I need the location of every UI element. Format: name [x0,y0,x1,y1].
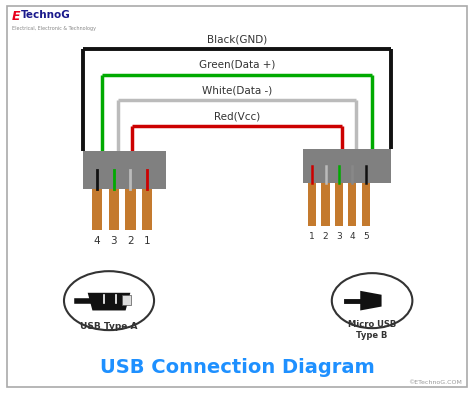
Bar [362,183,370,226]
Text: 2: 2 [323,232,328,241]
Text: Green(Data +): Green(Data +) [199,60,275,70]
Text: 5: 5 [363,232,369,241]
Text: 4: 4 [94,236,100,246]
Text: E: E [12,10,20,23]
Ellipse shape [332,273,412,328]
Text: 3: 3 [336,232,342,241]
Text: Micro USB
Type B: Micro USB Type B [348,320,396,340]
Bar [348,183,356,226]
Bar [109,189,119,230]
Bar [125,189,136,230]
Bar [321,183,330,226]
Bar [122,295,131,305]
Text: ©ETechnoG.COM: ©ETechnoG.COM [408,380,462,385]
Text: 1: 1 [144,236,150,246]
Text: 4: 4 [349,232,355,241]
Text: USB Type A: USB Type A [80,322,138,331]
Text: Red(Vcc): Red(Vcc) [214,111,260,121]
Bar [308,183,316,226]
Text: 3: 3 [110,236,117,246]
Text: Black(GND): Black(GND) [207,35,267,44]
Text: TechnoG: TechnoG [21,10,71,20]
Text: Electrical, Electronic & Technology: Electrical, Electronic & Technology [12,26,96,31]
Bar [303,149,391,183]
Ellipse shape [64,271,154,330]
Bar [83,151,166,189]
Text: 1: 1 [309,232,315,241]
Bar [142,189,152,230]
Text: USB Connection Diagram: USB Connection Diagram [100,358,374,377]
Polygon shape [88,293,130,310]
Text: White(Data -): White(Data -) [202,86,272,95]
Text: 2: 2 [127,236,134,246]
Bar [335,183,343,226]
Bar [92,189,102,230]
Polygon shape [360,291,382,310]
